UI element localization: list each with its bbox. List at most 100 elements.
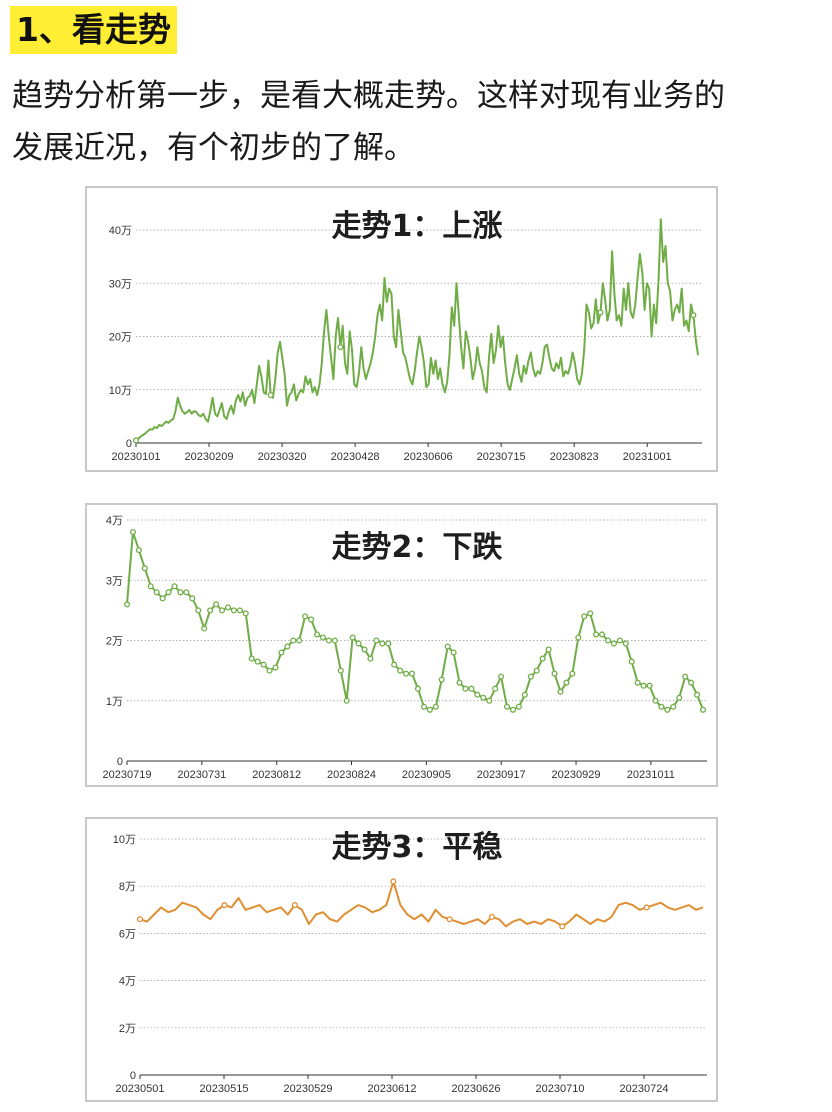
data-point — [266, 667, 273, 674]
data-point — [147, 583, 154, 590]
x-tick-label: 20230606 — [404, 451, 453, 463]
data-point — [462, 685, 469, 692]
data-point — [699, 706, 707, 713]
data-point — [135, 547, 142, 554]
data-point — [385, 640, 392, 647]
x-tick-label: 20230719 — [103, 769, 152, 781]
data-point — [123, 601, 131, 608]
data-point — [563, 679, 570, 686]
data-point — [486, 697, 493, 704]
intro-line-2: 发展近况，有个初步的了解。 — [12, 130, 415, 166]
chart-downtrend-svg: 0 1万 2万 3万 4万 20230719 20230731 20230812 2023082… — [103, 515, 707, 781]
data-point — [254, 658, 261, 665]
data-point — [349, 634, 356, 641]
x-tick-label: 20230529 — [284, 1083, 333, 1095]
data-point — [189, 595, 196, 602]
x-tick-label: 20230824 — [327, 769, 376, 781]
x-tick-label: 20230515 — [200, 1083, 249, 1095]
y-tick-label: 4万 — [119, 976, 136, 988]
data-point — [313, 631, 321, 638]
data-point — [278, 649, 285, 656]
data-point — [610, 640, 617, 647]
series-line — [139, 880, 704, 928]
data-point — [557, 688, 564, 695]
data-point — [337, 667, 344, 674]
data-point — [521, 691, 528, 698]
y-tick-label: 2万 — [106, 636, 123, 648]
data-point — [230, 607, 237, 614]
data-point — [165, 589, 172, 596]
data-point — [575, 634, 582, 641]
data-point — [498, 673, 505, 680]
chart-downtrend: 0 1万 2万 3万 4万 20230719 20230731 20230812 2023082… — [85, 503, 718, 787]
data-point — [290, 637, 297, 644]
data-point — [308, 616, 315, 623]
y-tick-label: 0 — [117, 756, 123, 768]
data-point — [343, 697, 350, 704]
data-point — [446, 916, 453, 923]
x-tick-label: 20230101 — [112, 451, 161, 463]
data-point — [664, 706, 671, 713]
data-point — [248, 655, 255, 662]
data-point — [622, 640, 629, 647]
data-point — [503, 703, 511, 710]
data-point — [373, 637, 380, 644]
data-point — [201, 625, 208, 632]
x-tick-label: 20230724 — [620, 1083, 669, 1095]
series-line — [135, 218, 699, 442]
data-point — [515, 703, 522, 710]
data-point — [361, 646, 368, 653]
y-tick-label: 40万 — [109, 225, 132, 237]
data-point — [171, 583, 178, 590]
data-point — [403, 670, 410, 677]
chart-title: 走势3：平稳 — [332, 830, 503, 865]
y-tick-label: 0 — [126, 438, 132, 450]
x-tick-label: 20230428 — [331, 451, 380, 463]
data-point — [527, 673, 534, 680]
data-point — [581, 613, 588, 620]
data-point — [390, 878, 397, 885]
data-point — [444, 643, 451, 650]
y-tick-label: 3万 — [106, 575, 123, 587]
data-point — [640, 682, 647, 689]
data-point — [397, 667, 404, 674]
x-tick-label: 20230710 — [536, 1083, 585, 1095]
data-point — [337, 344, 344, 351]
data-point — [450, 649, 457, 656]
data-point — [159, 595, 166, 602]
data-point — [658, 703, 665, 710]
data-point — [426, 706, 433, 713]
x-tick-label: 20230905 — [402, 769, 451, 781]
data-point — [539, 655, 546, 662]
data-point — [628, 658, 635, 665]
chart-title: 走势2：下跌 — [332, 530, 503, 565]
data-point — [331, 637, 338, 644]
data-point — [391, 661, 398, 668]
chart-flat: 0 2万 4万 6万 8万 10万 20230501 20230515 20230529 2023… — [85, 817, 718, 1102]
data-point — [682, 673, 689, 680]
data-point — [474, 691, 481, 698]
data-point — [643, 904, 650, 911]
x-tick-label: 20230929 — [552, 769, 601, 781]
data-point — [432, 703, 439, 710]
data-point — [221, 902, 228, 909]
x-tick-label: 20230715 — [477, 451, 526, 463]
y-tick-label: 0 — [130, 1070, 136, 1082]
data-point — [420, 703, 427, 710]
data-point — [599, 631, 606, 638]
data-point — [207, 607, 214, 614]
intro-text: 趋势分析第一步，是看大概走势。这样对现有业务的 发展近况，有个初步的了解。 — [12, 70, 822, 174]
data-point — [355, 640, 362, 647]
x-tick-label: 20230320 — [258, 451, 307, 463]
data-point — [302, 613, 309, 620]
data-point — [593, 631, 600, 638]
data-point — [559, 923, 566, 930]
data-point — [616, 637, 623, 644]
data-point — [260, 661, 267, 668]
x-tick-label: 20230823 — [550, 451, 599, 463]
data-point — [652, 697, 659, 704]
chart-title: 走势1：上涨 — [332, 209, 503, 244]
data-point — [646, 682, 653, 689]
data-point — [267, 392, 274, 399]
data-point — [213, 601, 220, 608]
